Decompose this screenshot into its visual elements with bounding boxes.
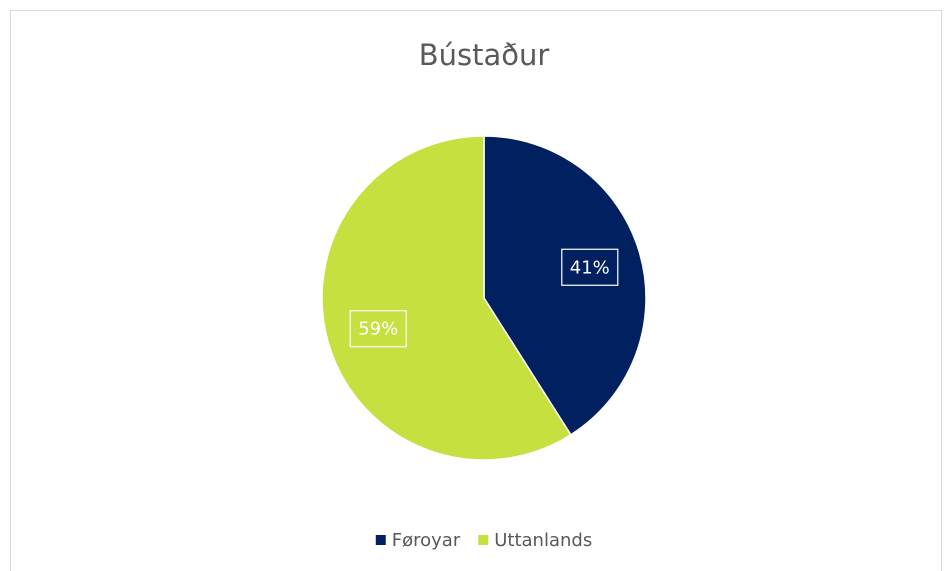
data-label: 41% (570, 257, 610, 278)
legend-swatch (478, 535, 489, 545)
chart-title: Bústaður (419, 38, 550, 72)
data-label-box (561, 248, 619, 286)
legend-label: Uttanlands (494, 530, 592, 551)
legend-swatch (375, 535, 386, 545)
pie-slice (321, 135, 572, 461)
data-label-box (349, 310, 407, 348)
legend-label: Føroyar (392, 530, 461, 551)
data-label: 59% (358, 319, 398, 340)
